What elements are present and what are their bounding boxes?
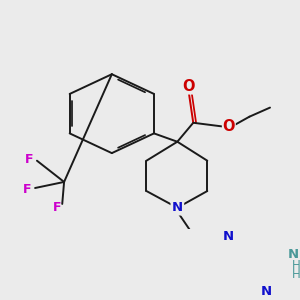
Text: O: O bbox=[223, 119, 235, 134]
Text: F: F bbox=[25, 153, 34, 166]
Text: H: H bbox=[292, 268, 300, 281]
Text: F: F bbox=[23, 183, 32, 196]
Text: N: N bbox=[261, 285, 272, 298]
Text: N: N bbox=[222, 230, 233, 243]
Text: N: N bbox=[172, 201, 183, 214]
Text: F: F bbox=[53, 201, 62, 214]
Text: H: H bbox=[292, 259, 300, 272]
Text: O: O bbox=[182, 79, 195, 94]
Text: N: N bbox=[287, 248, 298, 261]
